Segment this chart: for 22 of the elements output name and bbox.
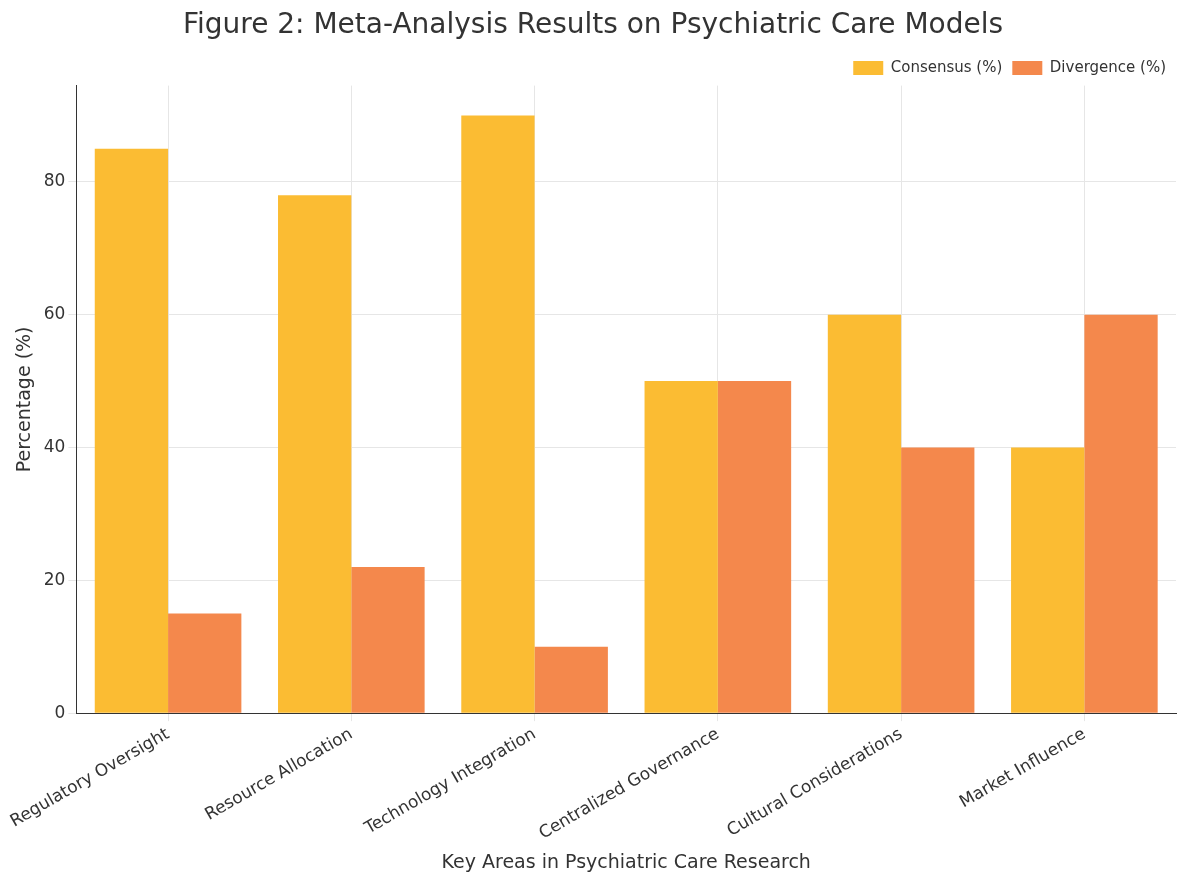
bar [534,646,608,713]
bar [94,148,169,713]
bar [901,447,975,713]
bar [644,381,718,713]
y-tick-label: 20 [43,568,66,589]
bar [168,613,242,713]
bar [1084,314,1158,713]
y-axis-title: Percentage (%) [12,326,35,473]
y-tick-label: 60 [43,303,66,324]
bar [717,381,792,713]
legend-label: Consensus (%) [890,57,1003,76]
x-axis-title: Key Areas in Psychiatric Care Research [441,849,811,872]
chart-title: Figure 2: Meta-Analysis Results on Psychiatric Care Models [182,7,1004,41]
legend-label: Divergence (%) [1049,57,1166,76]
bar [351,567,425,713]
y-tick-label: 40 [43,435,66,456]
bar [1011,447,1085,713]
y-tick-label: 80 [43,170,66,191]
bar [461,115,535,713]
bar [278,195,352,713]
bar [827,314,902,713]
y-tick-label: 0 [54,701,66,722]
